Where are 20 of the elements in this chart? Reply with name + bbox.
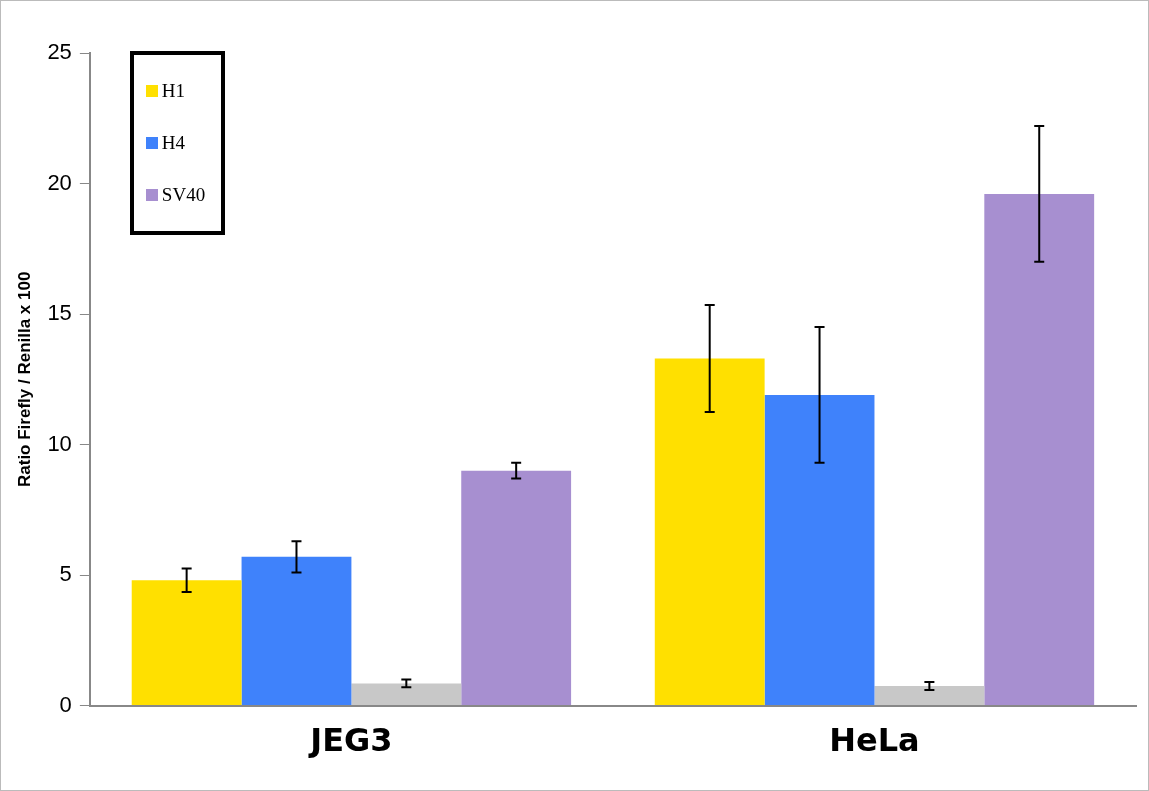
bar [654,358,765,706]
y-tick-label: 15 [47,300,72,326]
legend-label: H4 [160,131,187,155]
y-tick-label: 25 [47,39,72,65]
legend-label: H1 [160,79,187,103]
bar [461,470,572,706]
y-tick-label: 5 [59,561,72,587]
y-axis-title: Ratio Firefly / Renilla x 100 [14,271,34,488]
bar [874,686,985,706]
y-tick-label: 0 [59,691,72,717]
y-tick-label: 10 [47,430,72,456]
legend-label: SV40 [160,183,206,207]
bar [131,580,242,706]
bar [984,193,1095,706]
bar [241,556,352,706]
bar [351,683,462,706]
x-tick-label: JEG3 [308,721,393,760]
x-tick-label: HeLa [829,721,920,760]
bar [764,394,875,706]
y-tick-label: 20 [47,169,72,195]
